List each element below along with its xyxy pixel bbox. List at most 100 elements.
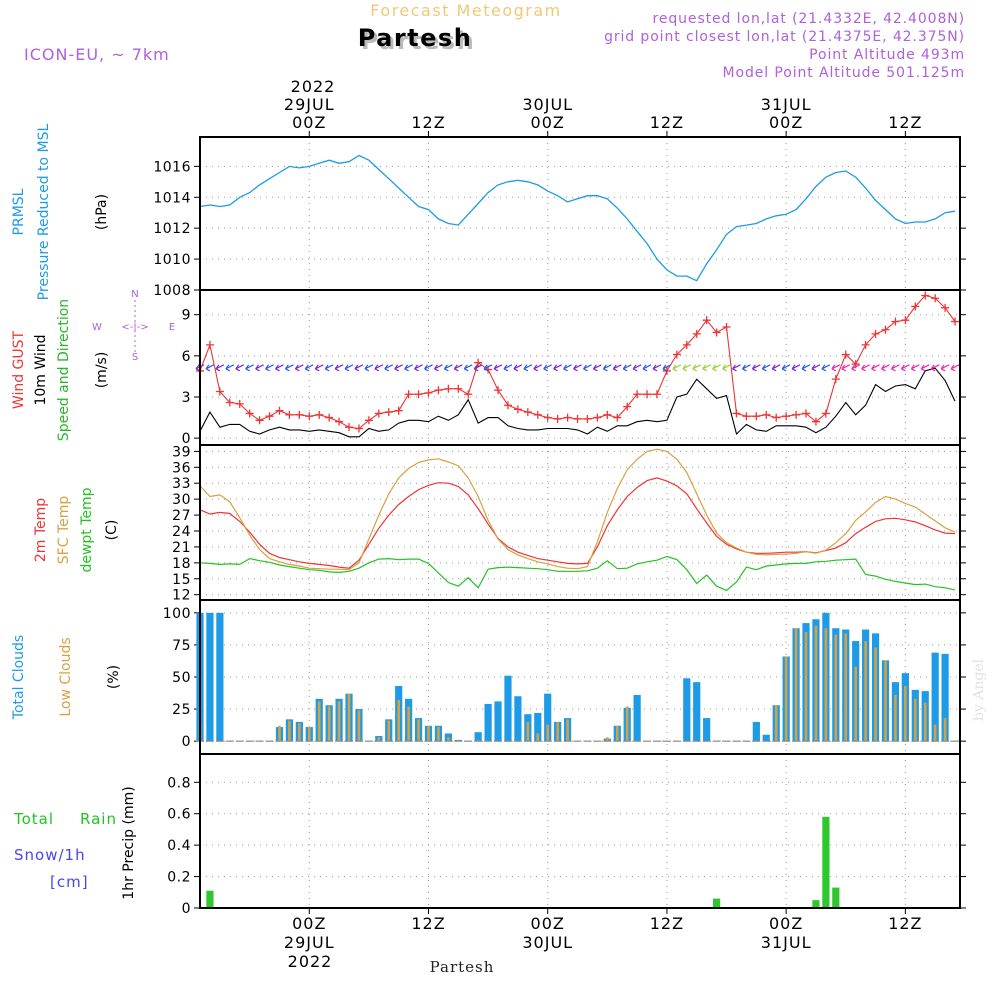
wind-direction-arrow bbox=[612, 364, 622, 372]
wind-direction-arrow bbox=[404, 364, 413, 372]
wind-direction-arrow bbox=[354, 364, 364, 372]
total-clouds-bar bbox=[216, 612, 224, 742]
bottom-time-label: 12Z bbox=[650, 914, 684, 933]
total-clouds-bar bbox=[762, 734, 770, 742]
low-clouds-bar bbox=[566, 719, 569, 742]
ytick-label: 36 bbox=[172, 460, 191, 476]
ytick-label: 1008 bbox=[153, 283, 191, 299]
gust-marker bbox=[772, 413, 781, 422]
ytick-label: 0.6 bbox=[167, 807, 191, 823]
rain-bar bbox=[832, 887, 840, 908]
low-clouds-bar bbox=[387, 720, 391, 742]
low-clouds-bar bbox=[347, 693, 351, 742]
top-time-label: 00Z bbox=[531, 113, 565, 132]
low-clouds-bar bbox=[834, 634, 838, 742]
low-clouds-bar bbox=[913, 698, 917, 742]
low-clouds-bar bbox=[556, 721, 559, 742]
top-date-label: 30JUL bbox=[522, 95, 573, 114]
model-label: ICON-EU, ~ 7km bbox=[24, 45, 170, 64]
gust-marker bbox=[911, 302, 920, 311]
wind-direction-arrow bbox=[881, 364, 890, 372]
ytick-label: 27 bbox=[172, 508, 191, 524]
low-clouds-bar bbox=[774, 705, 778, 742]
low-clouds-bar bbox=[536, 733, 540, 742]
wind-direction-arrow bbox=[433, 364, 443, 372]
prmsl-line bbox=[199, 154, 956, 282]
panel-frame bbox=[199, 753, 961, 909]
pressure-label-prmsl: PRMSL bbox=[11, 188, 27, 235]
top-time-label: 12Z bbox=[888, 113, 922, 132]
wind-direction-arrow bbox=[205, 364, 215, 372]
wind-direction-arrow bbox=[910, 364, 920, 372]
temp-unit: (C) bbox=[104, 520, 120, 541]
wind-direction-arrow bbox=[304, 364, 314, 372]
bottom-date-label: 30JUL bbox=[522, 933, 573, 952]
compass-west: W bbox=[92, 322, 102, 333]
low-clouds-bar bbox=[904, 685, 907, 742]
ytick-label: 18 bbox=[172, 556, 191, 572]
ytick-label: 0.2 bbox=[167, 870, 191, 886]
wind-direction-arrow bbox=[821, 364, 831, 372]
pressure-unit: (hPa) bbox=[94, 194, 110, 230]
ytick-label: 0 bbox=[182, 431, 191, 447]
gust-marker bbox=[374, 409, 383, 418]
gust-marker bbox=[335, 417, 344, 426]
rain-bar bbox=[812, 900, 820, 908]
low-clouds-bar bbox=[923, 702, 927, 742]
wind-direction-arrow bbox=[722, 364, 731, 372]
low-clouds-bar bbox=[814, 625, 818, 742]
rain-bar bbox=[713, 898, 721, 908]
low-clouds-bar bbox=[854, 666, 857, 742]
wind-direction-arrow bbox=[751, 364, 761, 372]
precip-panel-labels: Total Rain Snow/1h [cm] 1hr Precip (mm) bbox=[13, 786, 137, 899]
point-altitude: Point Altitude 493m bbox=[809, 47, 965, 63]
wind-direction-arrow bbox=[662, 364, 672, 372]
watermark: by Angel bbox=[971, 658, 987, 721]
gust-marker bbox=[434, 386, 443, 395]
total-clouds-bar bbox=[206, 612, 214, 742]
wind-direction-arrow bbox=[483, 364, 493, 372]
gust-marker bbox=[841, 350, 850, 359]
wind-direction-arrow bbox=[573, 364, 582, 372]
bottom-time-label: 12Z bbox=[888, 914, 922, 933]
gust-marker bbox=[444, 384, 453, 393]
top-time-label: 00Z bbox=[292, 113, 326, 132]
low-clouds-bar bbox=[327, 706, 331, 742]
gust-marker bbox=[861, 340, 870, 349]
ytick-label: 21 bbox=[172, 540, 191, 556]
ytick-label: 0.4 bbox=[167, 838, 191, 854]
gust-marker bbox=[245, 409, 254, 418]
total-clouds-bar bbox=[931, 652, 939, 742]
gust-marker bbox=[593, 413, 602, 422]
pressure-panel: 1008 1010 1012 1014 1016 bbox=[153, 136, 966, 299]
wind-direction-arrow bbox=[265, 364, 274, 372]
top-date-label: 31JUL bbox=[761, 95, 812, 114]
gust-marker bbox=[225, 398, 234, 407]
gust-marker bbox=[643, 390, 652, 399]
low-clouds-bar bbox=[417, 719, 420, 742]
clouds-panel-labels: Total Clouds Low Clouds (%) bbox=[11, 635, 122, 720]
gust-marker bbox=[831, 375, 840, 384]
ytick-label: 0 bbox=[182, 734, 191, 750]
wind-direction-arrow bbox=[692, 364, 702, 372]
dewpt-line bbox=[199, 555, 956, 592]
wind-direction-arrow bbox=[503, 364, 513, 372]
gust-marker bbox=[553, 414, 562, 423]
compass-arrow: <-|-> bbox=[121, 322, 148, 333]
pressure-panel-labels: PRMSL Pressure Reduced to MSL (hPa) bbox=[11, 123, 110, 300]
gust-marker bbox=[613, 413, 622, 422]
low-clouds-bar bbox=[874, 647, 877, 742]
ytick-label: 50 bbox=[172, 670, 191, 686]
low-clouds-bar bbox=[427, 725, 430, 742]
wind-direction-arrow bbox=[235, 364, 245, 372]
ytick-label: 100 bbox=[163, 606, 191, 622]
wind-direction-arrow bbox=[274, 364, 284, 372]
low-clouds-bar bbox=[476, 739, 480, 742]
gust-marker bbox=[275, 406, 284, 415]
gust-marker bbox=[315, 410, 324, 419]
wind-direction-arrow bbox=[245, 364, 254, 372]
gust-marker bbox=[652, 390, 661, 399]
total-clouds-label: Total Clouds bbox=[11, 635, 27, 720]
location-title: Partesh bbox=[358, 24, 473, 52]
total-clouds-bar bbox=[534, 712, 542, 742]
